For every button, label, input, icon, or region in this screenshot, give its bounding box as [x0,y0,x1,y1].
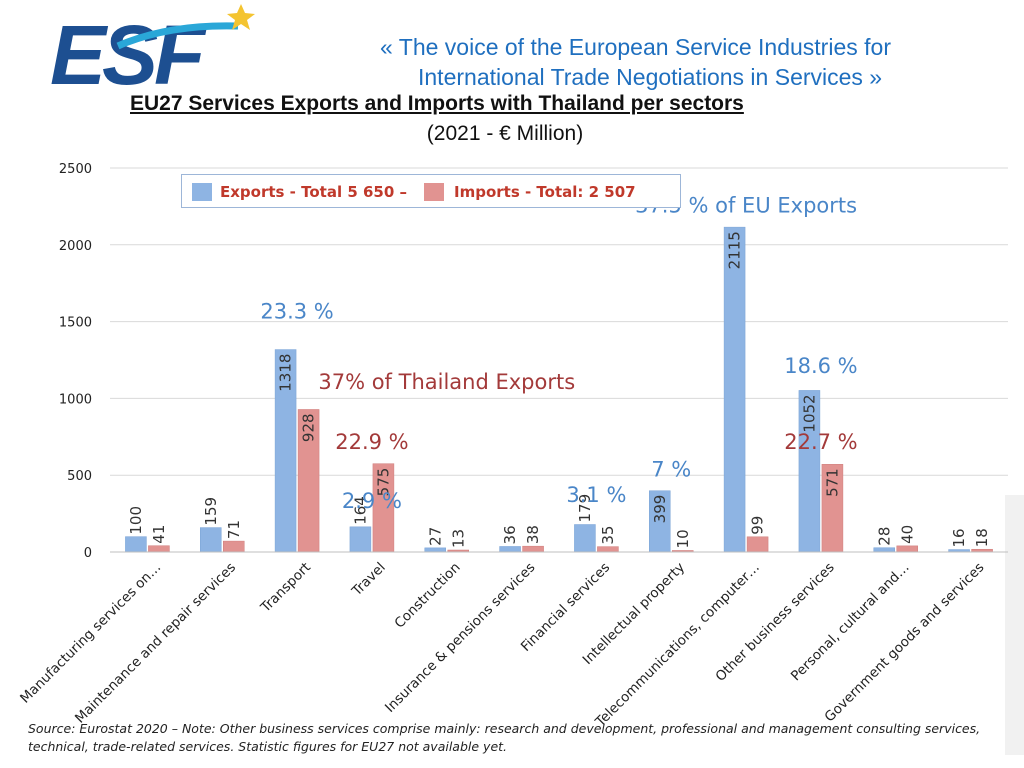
import-value-label: 71 [225,520,243,539]
source-line-2: technical, trade-related services. Stati… [28,739,508,754]
y-tick-label: 500 [67,469,92,484]
export-bar [723,226,746,553]
svg-text:ESF: ESF [50,8,208,92]
star-icon [227,4,255,30]
y-tick-label: 2000 [59,239,92,254]
export-bar [349,526,372,553]
annotation-label: 18.6 % [784,354,857,378]
legend-swatch-imports [424,183,444,201]
x-category-label: Maintenance and repair services [72,560,239,727]
export-bar [424,547,446,553]
import-value-label: 571 [823,468,841,497]
import-value-label: 99 [749,516,767,535]
tagline-line-2: International Trade Negotiations in Serv… [418,64,883,90]
legend-label-imports: Imports - Total: 2 507 [454,183,636,201]
export-bar [574,524,596,553]
import-bar [148,545,170,553]
export-bar [873,547,895,553]
export-value-label: 179 [576,494,594,523]
y-tick-label: 1000 [59,392,92,407]
import-bar [522,545,544,553]
x-category-label: Travel [348,560,388,600]
import-bar [223,540,245,553]
import-bar [597,546,619,553]
esf-logo: ESF [50,4,255,92]
annotation-label: 23.3 % [260,300,333,324]
export-bar [200,527,222,553]
import-value-label: 10 [674,529,692,548]
import-value-label: 928 [300,413,318,442]
y-tick-label: 0 [84,546,92,561]
legend-label-exports: Exports - Total 5 650 – [220,183,408,201]
export-bar [499,546,521,553]
x-category-label: Insurance & pensions services [382,560,538,716]
export-bar [125,536,147,553]
x-category-label: Other business services [712,560,837,685]
export-value-label: 1318 [277,354,295,392]
annotation-label: 3.1 % [566,483,626,507]
import-value-label: 38 [524,525,542,544]
import-value-label: 575 [374,468,392,497]
annotation-label: 22.9 % [335,430,408,454]
export-value-label: 27 [426,527,444,546]
export-value-label: 100 [127,506,145,535]
x-category-label: Government goods and services [822,560,988,726]
tagline: « The voice of the European Service Indu… [380,32,990,92]
x-category-label: Manufacturing services on… [17,560,164,707]
export-value-label: 28 [875,527,893,546]
tagline-line-1: « The voice of the European Service Indu… [380,34,891,60]
export-value-label: 1052 [800,394,818,432]
logo-swoosh [116,22,239,50]
export-value-label: 2115 [726,231,744,269]
export-value-label: 36 [501,525,519,544]
y-tick-label: 1500 [59,316,92,331]
import-bar [896,545,918,553]
annotation-label: 7 % [651,458,691,482]
export-value-label: 16 [950,528,968,547]
chart-legend: Exports - Total 5 650 – Imports - Total:… [181,174,681,208]
export-value-label: 399 [651,495,669,524]
background-shade [1005,495,1024,755]
y-tick-label: 2500 [59,162,92,177]
export-value-label: 159 [202,497,220,526]
x-category-label: Construction [391,560,463,632]
annotation-label: 22.7 % [784,430,857,454]
import-value-label: 18 [973,528,991,547]
source-line-1: Source: Eurostat 2020 – Note: Other busi… [28,721,981,736]
x-category-label: Transport [257,560,314,617]
import-value-label: 13 [449,529,467,548]
import-value-label: 40 [898,525,916,544]
x-category-label: Telecommunications, computer… [592,560,763,731]
chart-title: EU27 Services Exports and Imports with T… [130,92,744,115]
annotation-label: 37% of Thailand Exports [318,370,575,394]
logo-wordmark: ESF [50,8,212,92]
annotation-label: 2.9 % [342,489,402,513]
import-value-label: 41 [150,525,168,544]
legend-swatch-exports [192,183,212,201]
source-note: Source: Eurostat 2020 – Note: Other busi… [28,720,1008,756]
chart-subtitle: (2021 - € Million) [426,122,584,145]
import-bar [746,536,769,553]
export-value-label: 164 [351,496,369,525]
import-value-label: 35 [599,526,617,545]
